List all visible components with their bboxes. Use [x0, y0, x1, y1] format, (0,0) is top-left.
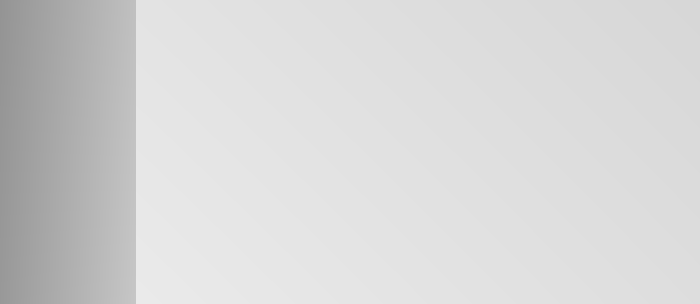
Text: polar covalent: polar covalent [186, 184, 295, 199]
Text: nonpolar covalent: nonpolar covalent [186, 236, 323, 251]
Text: A bond between strontium and oxygen is: A bond between strontium and oxygen is [196, 47, 527, 62]
Text: ionic: ionic [186, 129, 221, 144]
